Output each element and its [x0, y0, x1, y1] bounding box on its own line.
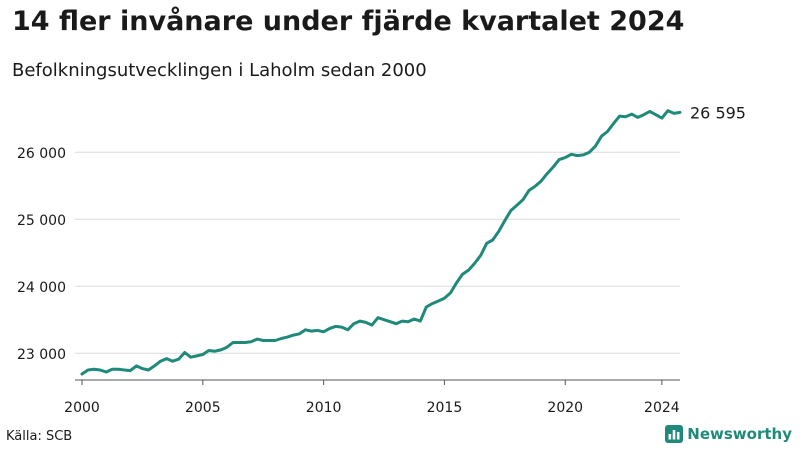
end-value-label-group: 26 595 [690, 103, 746, 122]
x-tick-label: 2020 [547, 400, 583, 416]
y-tick-label: 25 000 [17, 213, 66, 229]
x-tick-label: 2005 [185, 400, 221, 416]
source-note: Källa: SCB [6, 429, 73, 444]
brand-logo: Newsworthy [665, 425, 792, 443]
y-tick-label: 24 000 [17, 280, 66, 296]
x-tick-label: 2000 [64, 400, 100, 416]
y-axis-labels: 23 000 24 000 25 000 26 000 [17, 146, 66, 363]
x-tick-label: 2015 [427, 400, 463, 416]
y-tick-label: 23 000 [17, 347, 66, 363]
end-value-label: 26 595 [690, 103, 746, 122]
x-axis [75, 379, 680, 385]
gridlines [75, 151, 680, 354]
brand-name: Newsworthy [687, 425, 792, 443]
population-line [80, 109, 682, 376]
chart-title: 14 fler invånare under fjärde kvartalet … [12, 6, 685, 37]
x-tick-label: 2010 [306, 400, 342, 416]
chart-subtitle: Befolkningsutvecklingen i Laholm sedan 2… [12, 60, 427, 81]
x-tick-label: 2024 [644, 400, 680, 416]
bar-chart-icon [665, 425, 684, 443]
y-tick-label: 26 000 [17, 146, 66, 162]
series-lines [80, 109, 682, 376]
x-axis-labels: 2000 2005 2010 2015 2020 2024 [64, 400, 680, 416]
